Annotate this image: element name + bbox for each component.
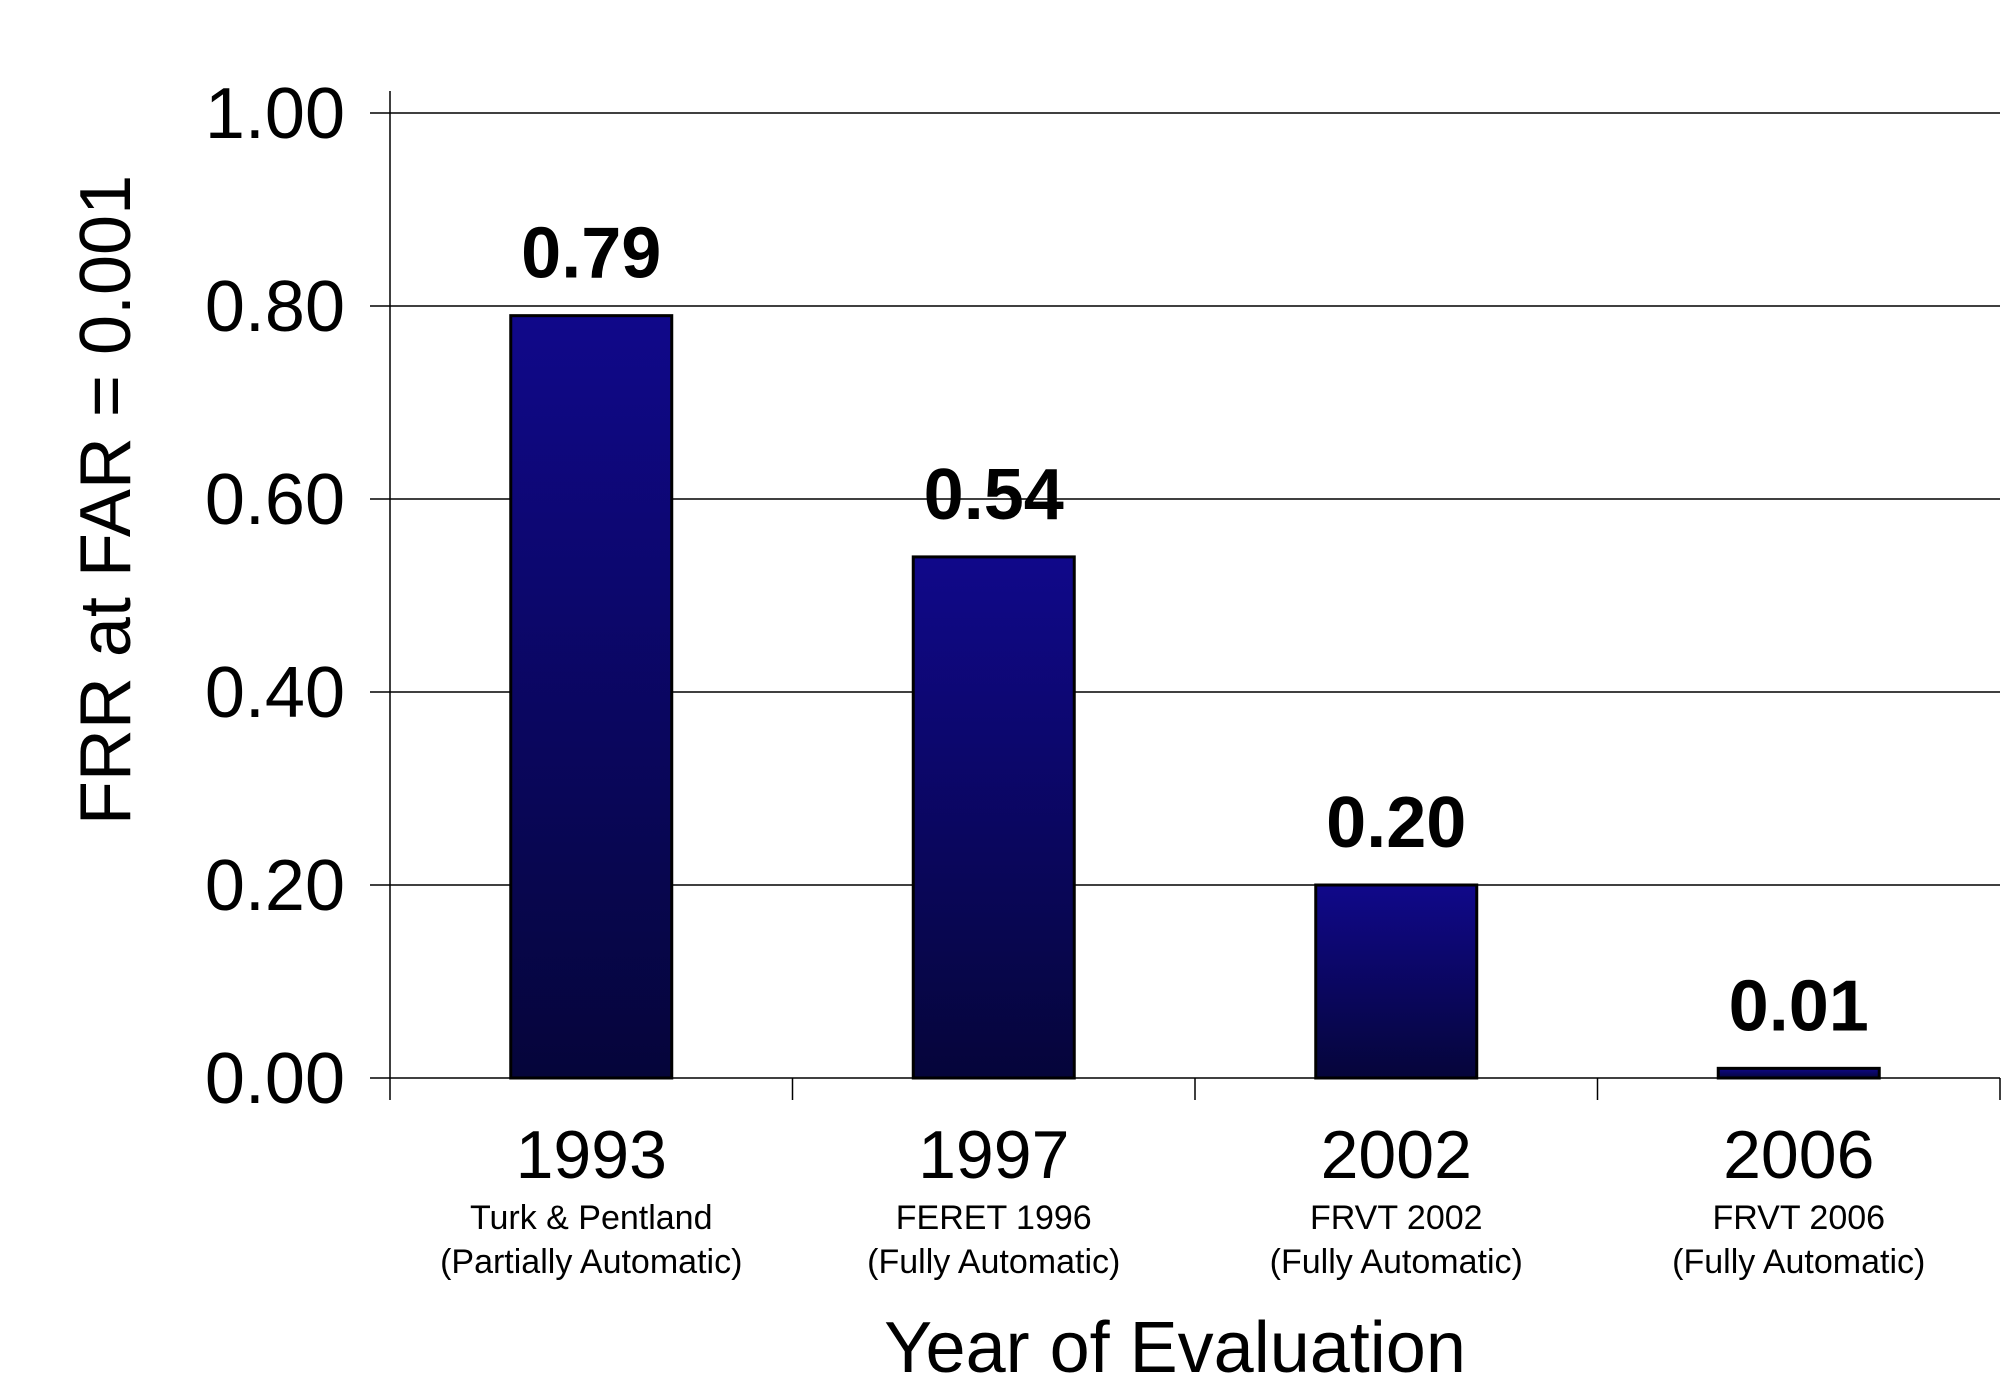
x-category-label: 1997 <box>918 1117 1069 1193</box>
y-tick-label: 0.60 <box>205 460 345 540</box>
x-category-label: 2002 <box>1321 1117 1472 1193</box>
x-category-sublabel: (Partially Automatic) <box>440 1243 742 1281</box>
x-category-sublabel: FRVT 2006 <box>1712 1199 1885 1237</box>
x-category-label: 2006 <box>1723 1117 1874 1193</box>
bar-1997 <box>911 555 1076 1080</box>
bar-2006 <box>1716 1066 1881 1080</box>
y-axis-label: FRR at FAR = 0.001 <box>66 175 146 825</box>
y-tick-label: 0.20 <box>205 846 345 926</box>
data-label-2002: 0.20 <box>1326 783 1466 863</box>
x-category-label: 1993 <box>516 1117 667 1193</box>
data-label-1993: 0.79 <box>521 214 661 294</box>
x-category-sublabel: FRVT 2002 <box>1310 1199 1483 1237</box>
x-category-sublabel: Turk & Pentland <box>470 1199 713 1237</box>
labels: 0.00 0.20 0.40 0.60 0.80 1.00 0.79 1993 Turk & P… <box>205 74 1925 1281</box>
data-label-1997: 0.54 <box>924 455 1064 535</box>
data-label-2006: 0.01 <box>1729 966 1869 1046</box>
bar-2002 <box>1314 883 1479 1080</box>
x-category-sublabel: (Fully Automatic) <box>1270 1243 1523 1281</box>
y-tick-label: 0.80 <box>205 267 345 347</box>
x-category-sublabel: (Fully Automatic) <box>1672 1243 1925 1281</box>
x-category-sublabel: FERET 1996 <box>896 1199 1092 1237</box>
y-tick-label: 0.40 <box>205 653 345 733</box>
bar-1993 <box>509 314 674 1080</box>
x-category-sublabel: (Fully Automatic) <box>867 1243 1120 1281</box>
x-axis-label: Year of Evaluation <box>884 1308 1466 1388</box>
bars <box>509 314 1881 1080</box>
axes <box>370 91 2001 1100</box>
y-tick-label: 1.00 <box>205 74 345 154</box>
y-tick-label: 0.00 <box>205 1039 345 1119</box>
